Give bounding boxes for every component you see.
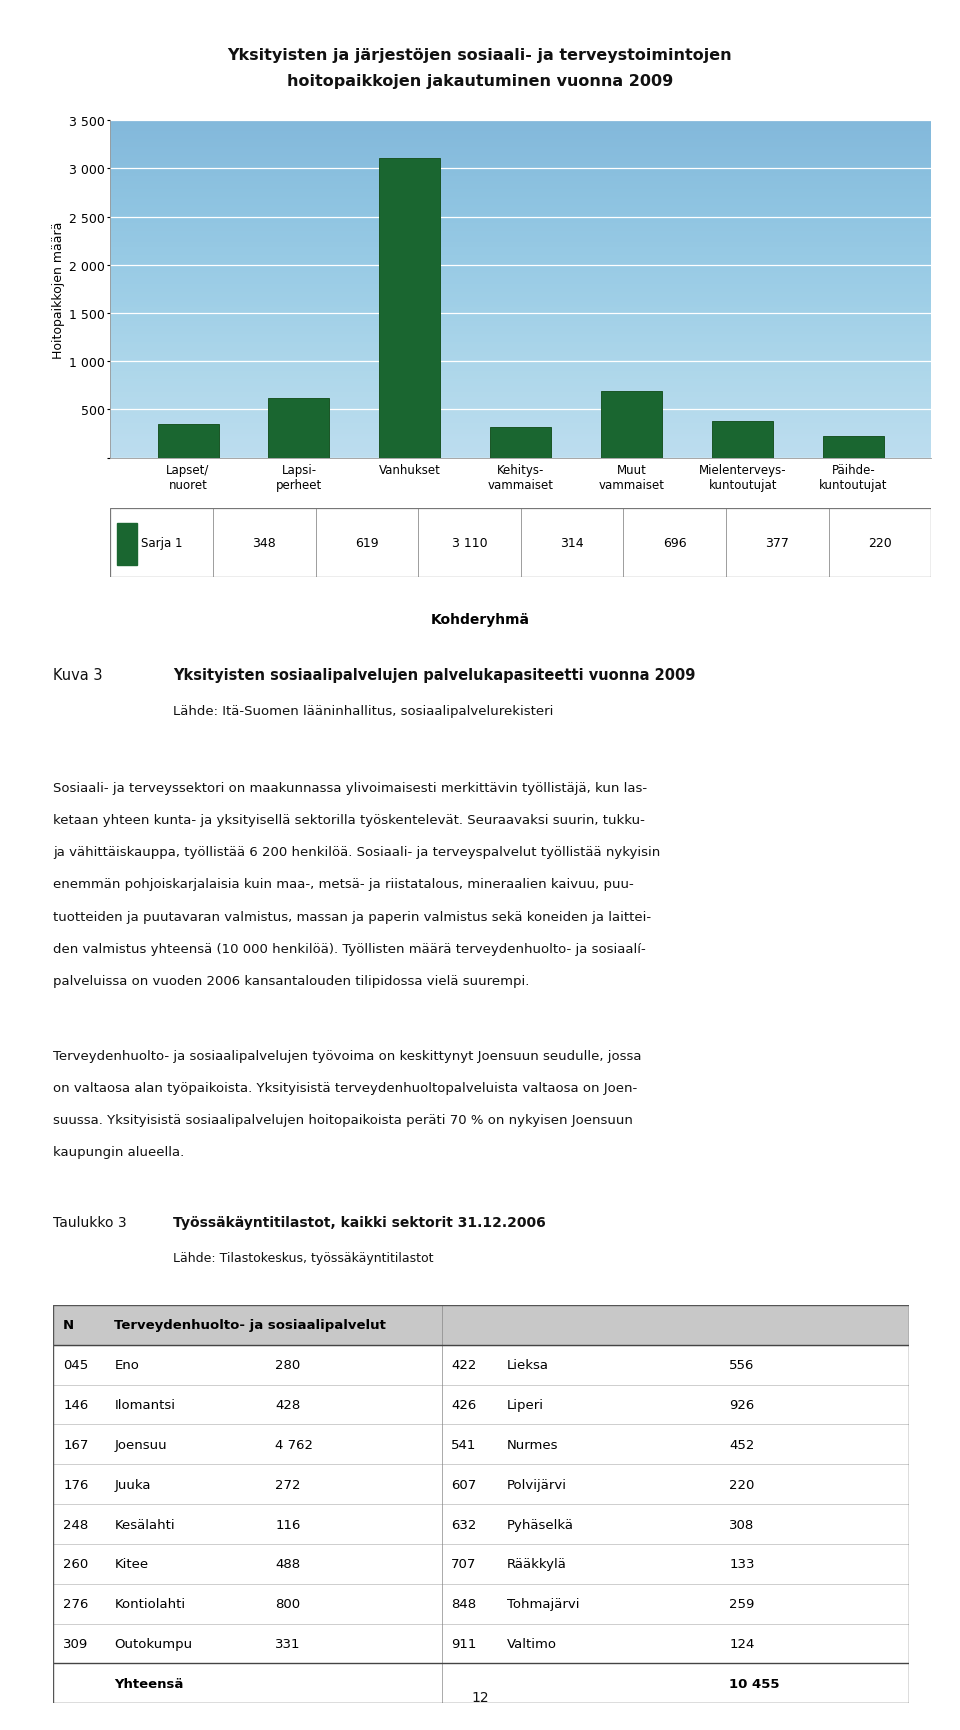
Text: 133: 133 [730, 1557, 755, 1571]
Text: ketaan yhteen kunta- ja yksityisellä sektorilla työskentelevät. Seuraavaksi suur: ketaan yhteen kunta- ja yksityisellä sek… [53, 813, 645, 827]
Text: 926: 926 [730, 1398, 755, 1412]
Bar [157, 426, 219, 458]
Text: Tohmajärvi: Tohmajärvi [507, 1597, 579, 1611]
Text: 632: 632 [451, 1517, 476, 1531]
Text: ja vähittäiskauppa, työllistää 6 200 henkilöä. Sosiaali- ja terveyspalvelut työl: ja vähittäiskauppa, työllistää 6 200 hen… [53, 846, 660, 860]
Text: Outokumpu: Outokumpu [114, 1637, 193, 1650]
Text: Sosiaali- ja terveyssektori on maakunnassa ylivoimaisesti merkittävin työllistäj: Sosiaali- ja terveyssektori on maakunnas… [53, 782, 647, 796]
Text: 314: 314 [561, 536, 584, 550]
Text: 707: 707 [451, 1557, 476, 1571]
Text: 12: 12 [471, 1690, 489, 1704]
Text: Rääkkylä: Rääkkylä [507, 1557, 566, 1571]
Text: Lähde: Tilastokeskus, työssäkäyntitilastot: Lähde: Tilastokeskus, työssäkäyntitilast… [173, 1253, 433, 1265]
Text: Kontiolahti: Kontiolahti [114, 1597, 185, 1611]
Text: 045: 045 [63, 1358, 88, 1372]
Bar [601, 391, 662, 458]
Text: 260: 260 [63, 1557, 88, 1571]
Bar [53, 1306, 909, 1346]
Text: 259: 259 [730, 1597, 755, 1611]
Text: Lähde: Itä-Suomen lääninhallitus, sosiaalipalvelurekisteri: Lähde: Itä-Suomen lääninhallitus, sosiaa… [173, 704, 553, 718]
Text: 911: 911 [451, 1637, 476, 1650]
Text: Ilomantsi: Ilomantsi [114, 1398, 176, 1412]
Bar [116, 524, 137, 566]
Text: 488: 488 [276, 1557, 300, 1571]
Text: 348: 348 [252, 536, 276, 550]
Text: 167: 167 [63, 1438, 88, 1451]
Text: 428: 428 [276, 1398, 300, 1412]
Text: Lieksa: Lieksa [507, 1358, 549, 1372]
Text: 220: 220 [730, 1477, 755, 1491]
Text: 4 762: 4 762 [276, 1438, 314, 1451]
Text: 276: 276 [63, 1597, 88, 1611]
Text: Kitee: Kitee [114, 1557, 149, 1571]
Text: Yksityisten sosiaalipalvelujen palvelukapasiteetti vuonna 2009: Yksityisten sosiaalipalvelujen palveluka… [173, 668, 695, 683]
Text: 309: 309 [63, 1637, 88, 1650]
Bar [712, 422, 773, 458]
Text: 426: 426 [451, 1398, 476, 1412]
Text: 10 455: 10 455 [730, 1676, 780, 1690]
Bar [823, 438, 884, 458]
Text: 272: 272 [276, 1477, 300, 1491]
Text: Yhteensä: Yhteensä [114, 1676, 183, 1690]
Text: 3 110: 3 110 [452, 536, 488, 550]
Text: Sarja 1: Sarja 1 [141, 536, 182, 550]
Text: 696: 696 [663, 536, 686, 550]
Text: 308: 308 [730, 1517, 755, 1531]
Y-axis label: Hoitopaikkojen määrä: Hoitopaikkojen määrä [52, 221, 65, 358]
Text: 556: 556 [730, 1358, 755, 1372]
Text: Nurmes: Nurmes [507, 1438, 558, 1451]
Text: Kohderyhmä: Kohderyhmä [430, 612, 530, 626]
Bar [269, 400, 329, 458]
Text: den valmistus yhteensä (10 000 henkilöä). Työllisten määrä terveydenhuolto- ja s: den valmistus yhteensä (10 000 henkilöä)… [53, 941, 645, 955]
Text: 619: 619 [355, 536, 378, 550]
Text: N: N [63, 1318, 74, 1332]
Text: hoitopaikkojen jakautuminen vuonna 2009: hoitopaikkojen jakautuminen vuonna 2009 [287, 74, 673, 90]
Text: Yksityisten ja järjestöjen sosiaali- ja terveystoimintojen: Yksityisten ja järjestöjen sosiaali- ja … [228, 48, 732, 64]
Text: Valtimo: Valtimo [507, 1637, 557, 1650]
Text: 848: 848 [451, 1597, 476, 1611]
Text: 280: 280 [276, 1358, 300, 1372]
Text: 377: 377 [765, 536, 789, 550]
Text: kaupungin alueella.: kaupungin alueella. [53, 1145, 184, 1159]
Text: Polvijärvi: Polvijärvi [507, 1477, 566, 1491]
Bar [379, 159, 441, 458]
Text: 124: 124 [730, 1637, 755, 1650]
Text: suussa. Yksityisistä sosiaalipalvelujen hoitopaikoista peräti 70 % on nykyisen J: suussa. Yksityisistä sosiaalipalvelujen … [53, 1114, 633, 1126]
Text: palveluissa on vuoden 2006 kansantalouden tilipidossa vielä suurempi.: palveluissa on vuoden 2006 kansantaloude… [53, 974, 529, 988]
Text: Juuka: Juuka [114, 1477, 151, 1491]
Text: Joensuu: Joensuu [114, 1438, 167, 1451]
Text: Terveydenhuolto- ja sosiaalipalvelut: Terveydenhuolto- ja sosiaalipalvelut [114, 1318, 386, 1332]
Bar [491, 429, 551, 458]
Text: Terveydenhuolto- ja sosiaalipalvelujen työvoima on keskittynyt Joensuun seudulle: Terveydenhuolto- ja sosiaalipalvelujen t… [53, 1048, 641, 1062]
Text: 452: 452 [730, 1438, 755, 1451]
Text: tuotteiden ja puutavaran valmistus, massan ja paperin valmistus sekä koneiden ja: tuotteiden ja puutavaran valmistus, mass… [53, 910, 651, 924]
Text: 607: 607 [451, 1477, 476, 1491]
Text: 176: 176 [63, 1477, 88, 1491]
Text: 541: 541 [451, 1438, 476, 1451]
Text: Taulukko 3: Taulukko 3 [53, 1216, 127, 1230]
Text: Kesälahti: Kesälahti [114, 1517, 175, 1531]
Text: 146: 146 [63, 1398, 88, 1412]
Text: Eno: Eno [114, 1358, 139, 1372]
Text: 331: 331 [276, 1637, 300, 1650]
Text: enemmän pohjoiskarjalaisia kuin maa-, metsä- ja riistatalous, mineraalien kaivuu: enemmän pohjoiskarjalaisia kuin maa-, me… [53, 877, 634, 891]
Text: Liperi: Liperi [507, 1398, 543, 1412]
Text: 116: 116 [276, 1517, 300, 1531]
Text: Pyhäselkä: Pyhäselkä [507, 1517, 574, 1531]
Text: 220: 220 [868, 536, 892, 550]
Text: 422: 422 [451, 1358, 476, 1372]
Text: 800: 800 [276, 1597, 300, 1611]
Text: Kuva 3: Kuva 3 [53, 668, 103, 683]
Text: Työssäkäyntitilastot, kaikki sektorit 31.12.2006: Työssäkäyntitilastot, kaikki sektorit 31… [173, 1216, 545, 1230]
Text: 248: 248 [63, 1517, 88, 1531]
Text: on valtaosa alan työpaikoista. Yksityisistä terveydenhuoltopalveluista valtaosa : on valtaosa alan työpaikoista. Yksityisi… [53, 1081, 637, 1095]
